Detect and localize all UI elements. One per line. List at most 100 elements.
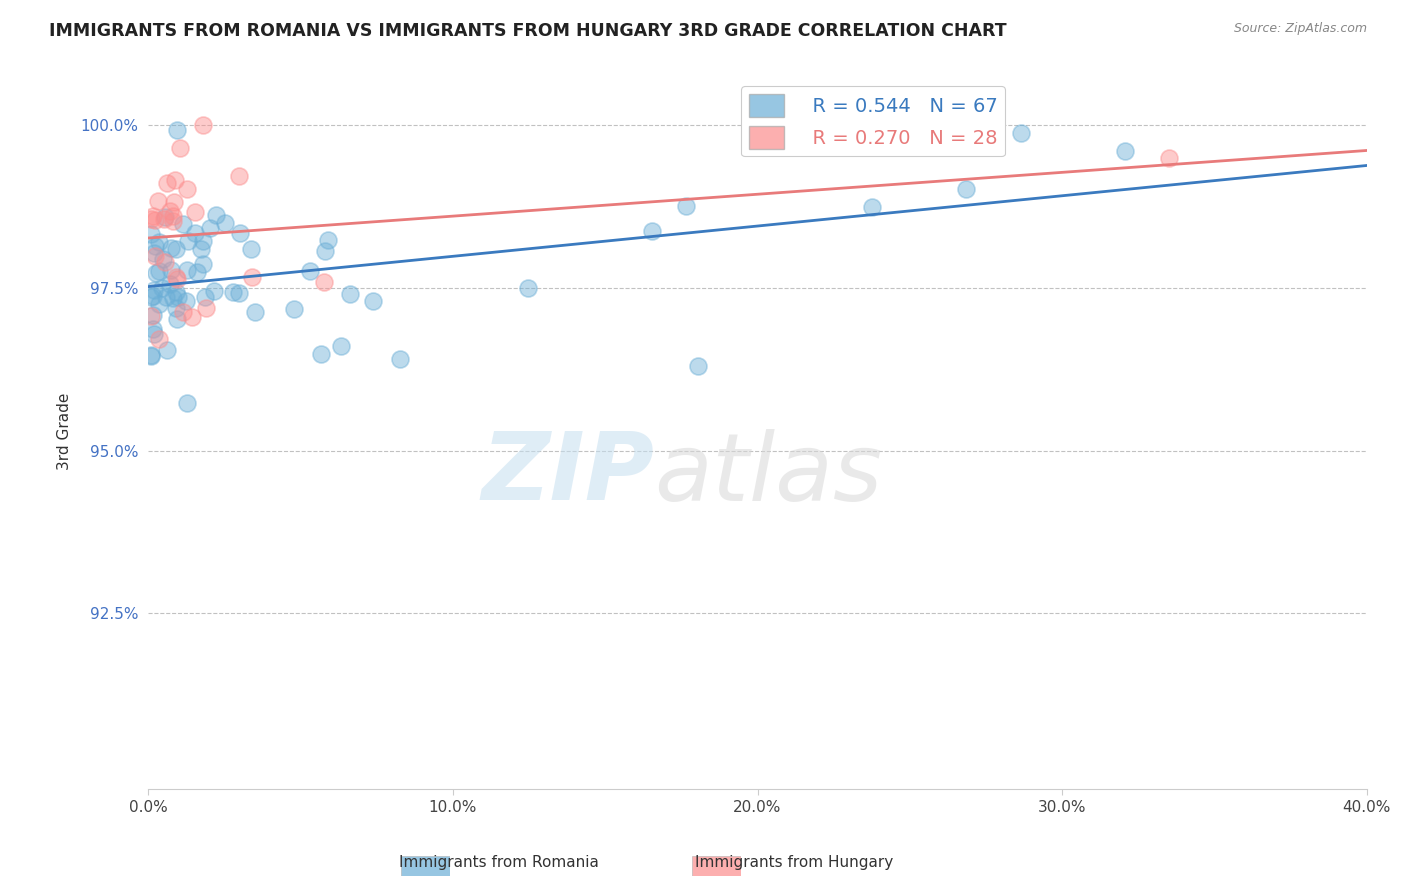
Point (955, 182, 977, 196)
Point (516, 281, 538, 295)
Point (315, 244, 337, 258)
Point (675, 199, 697, 213)
Point (160, 263, 183, 277)
Point (177, 234, 200, 248)
Point (181, 310, 204, 325)
Point (204, 208, 226, 222)
Point (155, 290, 177, 304)
Point (184, 226, 207, 240)
Point (162, 214, 184, 228)
Point (162, 210, 184, 224)
Point (176, 396, 198, 410)
Point (361, 293, 384, 308)
Text: IMMIGRANTS FROM ROMANIA VS IMMIGRANTS FROM HUNGARY 3RD GRADE CORRELATION CHART: IMMIGRANTS FROM ROMANIA VS IMMIGRANTS FR… (49, 22, 1007, 40)
Point (176, 182, 198, 196)
Point (202, 284, 225, 298)
Point (174, 293, 197, 308)
Point (148, 297, 170, 311)
Point (156, 343, 179, 357)
Point (165, 285, 187, 299)
Point (229, 227, 252, 241)
Point (159, 277, 181, 291)
Point (316, 233, 339, 247)
Point (176, 263, 198, 277)
Point (159, 204, 181, 219)
Point (1157, 151, 1180, 165)
Point (145, 266, 167, 280)
Point (141, 309, 163, 323)
Y-axis label: 3rd Grade: 3rd Grade (58, 392, 72, 470)
Point (142, 209, 165, 223)
Point (641, 224, 664, 238)
Point (143, 238, 166, 252)
Point (228, 286, 250, 301)
Point (166, 312, 188, 326)
Point (190, 242, 212, 256)
Point (222, 285, 245, 299)
Point (155, 210, 177, 224)
Point (194, 301, 217, 315)
Point (141, 290, 163, 304)
Point (160, 241, 183, 255)
Point (314, 275, 336, 289)
Text: Immigrants from Romania: Immigrants from Romania (399, 855, 599, 870)
Point (148, 264, 170, 278)
Point (1114, 144, 1136, 158)
Point (166, 272, 188, 286)
Point (153, 212, 176, 227)
Point (283, 301, 305, 316)
Point (165, 173, 187, 187)
Point (143, 327, 166, 342)
Point (152, 252, 174, 266)
Point (165, 301, 187, 315)
Point (143, 213, 166, 227)
Point (169, 140, 191, 154)
Point (165, 242, 187, 256)
Legend:   R = 0.544   N = 67,   R = 0.270   N = 28: R = 0.544 N = 67, R = 0.270 N = 28 (741, 87, 1005, 156)
Point (214, 216, 236, 230)
Point (141, 349, 163, 363)
Text: Immigrants from Hungary: Immigrants from Hungary (695, 855, 894, 870)
Point (142, 289, 165, 303)
Point (141, 227, 163, 241)
Point (153, 254, 176, 268)
Point (228, 169, 250, 183)
Point (172, 305, 194, 319)
Point (142, 309, 165, 323)
Point (688, 359, 710, 373)
Point (141, 349, 163, 363)
Point (329, 339, 352, 353)
Point (299, 263, 322, 277)
Point (339, 287, 361, 301)
Point (191, 235, 214, 249)
Point (183, 205, 205, 219)
Point (143, 249, 166, 263)
Point (156, 176, 179, 190)
Text: ZIP: ZIP (481, 428, 654, 520)
Point (243, 305, 266, 319)
Point (166, 122, 188, 136)
Point (311, 346, 333, 360)
Point (146, 194, 169, 208)
Point (165, 270, 187, 285)
Point (186, 265, 208, 279)
Point (191, 257, 214, 271)
Point (148, 332, 170, 346)
Point (172, 218, 194, 232)
Point (240, 269, 263, 284)
Point (239, 242, 262, 256)
Point (163, 195, 186, 210)
Point (191, 118, 214, 132)
Point (143, 283, 166, 297)
Point (389, 352, 412, 367)
Point (162, 291, 184, 305)
Point (141, 212, 163, 227)
Point (150, 281, 173, 295)
Text: Source: ZipAtlas.com: Source: ZipAtlas.com (1233, 22, 1367, 36)
Point (198, 221, 221, 235)
Point (148, 235, 170, 249)
Point (166, 289, 188, 303)
Text: atlas: atlas (654, 428, 882, 519)
Point (142, 322, 165, 336)
Point (194, 290, 217, 304)
